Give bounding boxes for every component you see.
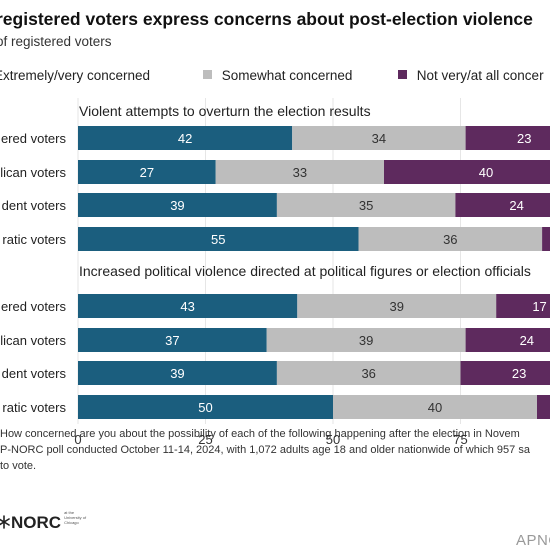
bar-segment xyxy=(78,193,277,217)
legend-item-not-very: Not very/at all concer xyxy=(398,68,544,83)
bar-segment xyxy=(276,361,461,385)
x-tick-label: 75 xyxy=(453,432,467,447)
bar-segment xyxy=(276,193,456,217)
bar-segment xyxy=(78,294,298,318)
data-label: 27 xyxy=(140,165,154,180)
data-label: 40 xyxy=(428,400,442,415)
row-label: ered voters xyxy=(1,299,67,314)
x-tick-label: 50 xyxy=(326,432,340,447)
bar-segment xyxy=(78,328,267,352)
bar-segment xyxy=(465,126,550,150)
bar-segment xyxy=(455,193,550,217)
data-label: 39 xyxy=(359,333,373,348)
chart-panel: Violent attempts to overturn the electio… xyxy=(0,103,550,251)
legend-item-somewhat: Somewhat concerned xyxy=(203,68,352,83)
row-label: ratic voters xyxy=(2,400,66,415)
legend-label-somewhat: Somewhat concerned xyxy=(221,68,353,83)
bar-segment xyxy=(297,294,497,318)
note-line: to vote. xyxy=(0,460,37,472)
stacked-bar-chart: Violent attempts to overturn the electio… xyxy=(0,98,550,447)
bar-segment xyxy=(358,227,543,251)
data-label: 36 xyxy=(443,232,457,247)
bar-segment xyxy=(266,328,466,352)
data-label: 55 xyxy=(211,232,225,247)
data-label: 23 xyxy=(517,131,531,146)
data-label: 40 xyxy=(479,165,493,180)
data-label: 42 xyxy=(178,131,192,146)
norc-logo-text: NORC xyxy=(11,513,62,532)
bar-segment xyxy=(384,160,550,184)
norc-star-icon xyxy=(0,514,10,534)
bar-segment xyxy=(292,126,466,150)
data-label: 50 xyxy=(198,400,212,415)
legend-label-not-very: Not very/at all concer xyxy=(416,68,544,83)
data-label: 23 xyxy=(512,366,526,381)
legend: Extremely/very concerned Somewhat concer… xyxy=(0,68,550,86)
data-label: 34 xyxy=(372,131,386,146)
row-label: lican voters xyxy=(0,165,66,180)
data-label: 35 xyxy=(359,198,373,213)
row-label: dent voters xyxy=(2,198,67,213)
bar-segment xyxy=(460,361,550,385)
bar-segment xyxy=(215,160,384,184)
note-line: P-NORC poll conducted October 11-14, 202… xyxy=(0,444,530,456)
bar-segment xyxy=(78,227,359,251)
norc-logo-subtext: at the University of Chicago xyxy=(64,510,87,525)
data-label: 37 xyxy=(165,333,179,348)
data-label: 39 xyxy=(170,198,184,213)
data-label: 24 xyxy=(520,333,534,348)
apnorc-brand: APNO xyxy=(516,532,550,549)
panel-title: Violent attempts to overturn the electio… xyxy=(79,103,371,119)
legend-swatch-somewhat xyxy=(203,70,212,79)
data-label: 33 xyxy=(293,165,307,180)
data-label: 36 xyxy=(361,366,375,381)
legend-swatch-not-very xyxy=(398,70,407,79)
row-label: ratic voters xyxy=(2,232,66,247)
data-label: 17 xyxy=(532,299,546,314)
row-label: ered voters xyxy=(1,131,67,146)
chart-subtitle: of registered voters xyxy=(0,34,112,49)
data-label: 43 xyxy=(180,299,194,314)
chart-title: registered voters express concerns about… xyxy=(0,9,533,29)
chart-panel: Increased political violence directed at… xyxy=(0,263,550,419)
data-label: 24 xyxy=(509,198,523,213)
legend-label-extremely-very: Extremely/very concerned xyxy=(0,68,151,83)
row-label: lican voters xyxy=(0,333,66,348)
bar-segment xyxy=(78,395,333,419)
bar-segment xyxy=(333,395,537,419)
bar-segment xyxy=(78,126,293,150)
data-label: 39 xyxy=(170,366,184,381)
x-tick-label: 25 xyxy=(198,432,212,447)
chart-note: How concerned are you about the possibil… xyxy=(0,426,550,474)
bar-segment xyxy=(465,328,550,352)
x-tick-label: 0 xyxy=(74,432,81,447)
bar-segment xyxy=(496,294,550,318)
row-label: dent voters xyxy=(2,366,67,381)
panel-title: Increased political violence directed at… xyxy=(79,263,531,279)
bar-segment xyxy=(78,361,277,385)
data-label: 39 xyxy=(390,299,404,314)
norc-logo: NORCat the University of Chicago xyxy=(0,510,86,534)
bar-segment xyxy=(537,395,550,419)
bar-segment xyxy=(78,160,216,184)
legend-item-extremely-very: Extremely/very concerned xyxy=(0,68,150,83)
note-line: How concerned are you about the possibil… xyxy=(0,428,520,440)
bar-segment xyxy=(542,227,550,251)
x-axis-ticks: 0 25 50 75 xyxy=(74,432,467,447)
